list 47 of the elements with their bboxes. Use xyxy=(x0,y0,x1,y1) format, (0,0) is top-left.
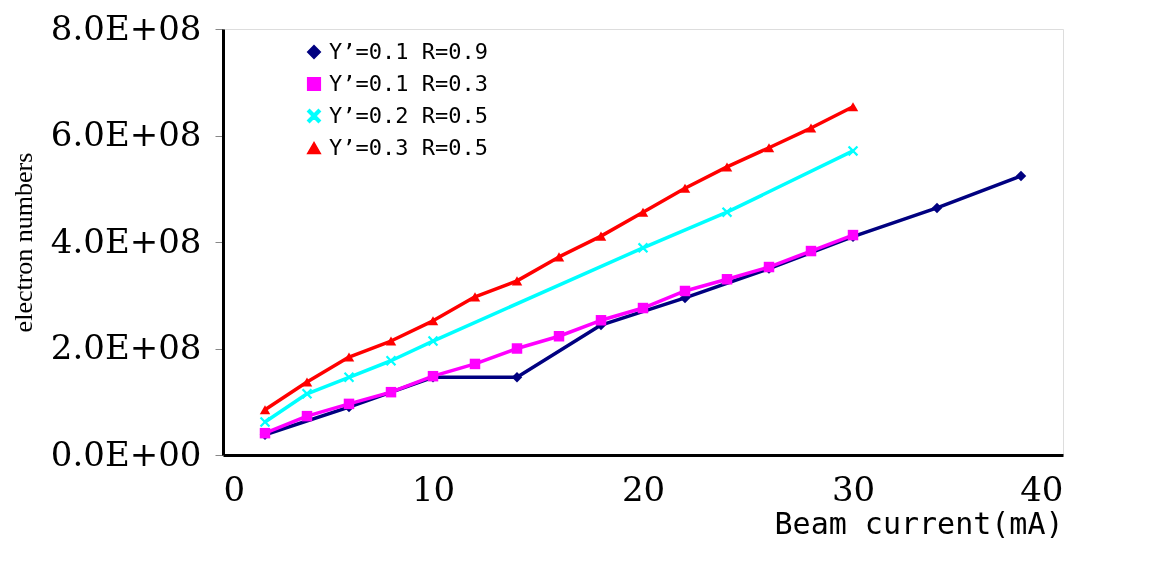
y-tick-label: 0.0E+00 xyxy=(50,433,202,474)
point xyxy=(931,202,943,214)
point xyxy=(259,416,271,428)
point xyxy=(637,302,649,314)
point xyxy=(847,102,859,112)
point xyxy=(469,292,481,302)
point xyxy=(553,252,565,262)
point xyxy=(763,143,775,153)
x-tick-label: 0 xyxy=(223,468,246,509)
point xyxy=(343,372,355,383)
point xyxy=(595,231,607,241)
point xyxy=(595,315,607,326)
y-tick-label: 8.0E+08 xyxy=(50,7,202,48)
point xyxy=(511,343,523,354)
point xyxy=(427,316,439,326)
point xyxy=(385,355,397,366)
point xyxy=(637,242,649,254)
point xyxy=(427,335,439,347)
point xyxy=(847,145,859,157)
point xyxy=(721,206,733,218)
point xyxy=(553,331,565,342)
point xyxy=(1015,170,1027,182)
point xyxy=(805,123,817,133)
y-tick-label: 2.0E+08 xyxy=(50,327,202,367)
point xyxy=(385,386,397,398)
point xyxy=(511,276,523,286)
x-tick-label: 10 xyxy=(411,468,456,509)
legend-label: Y’=0.3 R=0.5 xyxy=(329,135,488,160)
x-tick-label: 20 xyxy=(621,468,666,509)
y-tick-label: 6.0E+08 xyxy=(50,114,202,154)
legend-label: Y’=0.2 R=0.5 xyxy=(329,103,488,128)
point xyxy=(469,358,481,370)
legend-label: Y’=0.1 R=0.3 xyxy=(329,71,488,96)
legend-label: Y’=0.1 R=0.9 xyxy=(329,39,488,64)
point xyxy=(385,336,397,346)
y-axis-title: electron numbers xyxy=(8,152,38,333)
point xyxy=(259,405,271,415)
point xyxy=(301,410,313,422)
point xyxy=(343,352,355,362)
point xyxy=(679,183,691,193)
point xyxy=(721,162,733,172)
point xyxy=(637,207,649,217)
point xyxy=(679,285,691,297)
point xyxy=(721,274,733,285)
point xyxy=(805,245,817,257)
point xyxy=(301,388,313,400)
y-tick-label: 4.0E+08 xyxy=(50,220,202,261)
